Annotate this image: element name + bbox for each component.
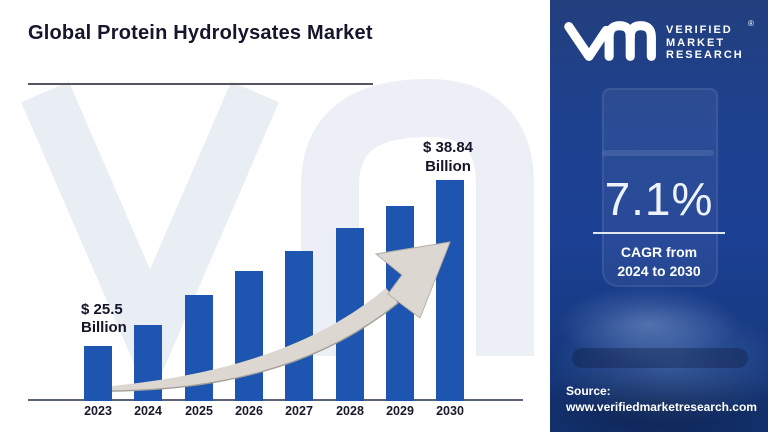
bar-2027 [285, 251, 313, 401]
brand-panel: VERIFIED MARKET RESEARCH ® 7.1% CAGR fro… [550, 0, 768, 432]
x-tick-2027: 2027 [285, 404, 313, 418]
vmr-logo-icon [564, 21, 656, 61]
x-tick-2024: 2024 [134, 404, 162, 418]
stat-divider [593, 232, 725, 234]
x-tick-2025: 2025 [185, 404, 213, 418]
growth-arrow-icon [111, 241, 451, 392]
brand-name: VERIFIED MARKET RESEARCH [666, 24, 744, 62]
value-label-2030: $ 38.84 Billion [422, 139, 474, 175]
burger-patty [572, 348, 748, 368]
chart-area: Global Protein Hydrolysates Market 2023 2… [21, 22, 534, 418]
value-label-2023: $ 25.5 Billion [81, 301, 127, 336]
bar-2023 [84, 346, 112, 401]
glass-image [602, 88, 718, 287]
brand-line-2: MARKET [666, 36, 726, 49]
x-tick-2028: 2028 [336, 404, 364, 418]
bar-2030 [436, 180, 464, 401]
x-axis-line [28, 399, 523, 401]
cagr-value: 7.1% [604, 173, 714, 225]
glass-rim [602, 150, 714, 156]
registered-trademark-icon: ® [748, 19, 754, 28]
brand-line-3: RESEARCH [666, 49, 744, 61]
page-title: Global Protein Hydrolysates Market [28, 22, 373, 44]
cagr-caption: CAGR from 2024 to 2030 [617, 243, 701, 279]
burger-image [550, 282, 768, 432]
x-tick-2030: 2030 [436, 404, 464, 418]
source-block: Source: www.verifiedmarketresearch.com [566, 384, 757, 415]
x-tick-2023: 2023 [84, 404, 112, 418]
source-label: Source: [566, 384, 611, 398]
x-tick-2029: 2029 [386, 404, 414, 418]
source-url[interactable]: www.verifiedmarketresearch.com [566, 399, 757, 414]
brand-line-1: VERIFIED [666, 24, 733, 36]
cagr-stat: 7.1% CAGR from 2024 to 2030 [550, 176, 768, 281]
title-underline [28, 83, 373, 85]
x-tick-2026: 2026 [235, 404, 263, 418]
bar-2026 [235, 271, 263, 401]
